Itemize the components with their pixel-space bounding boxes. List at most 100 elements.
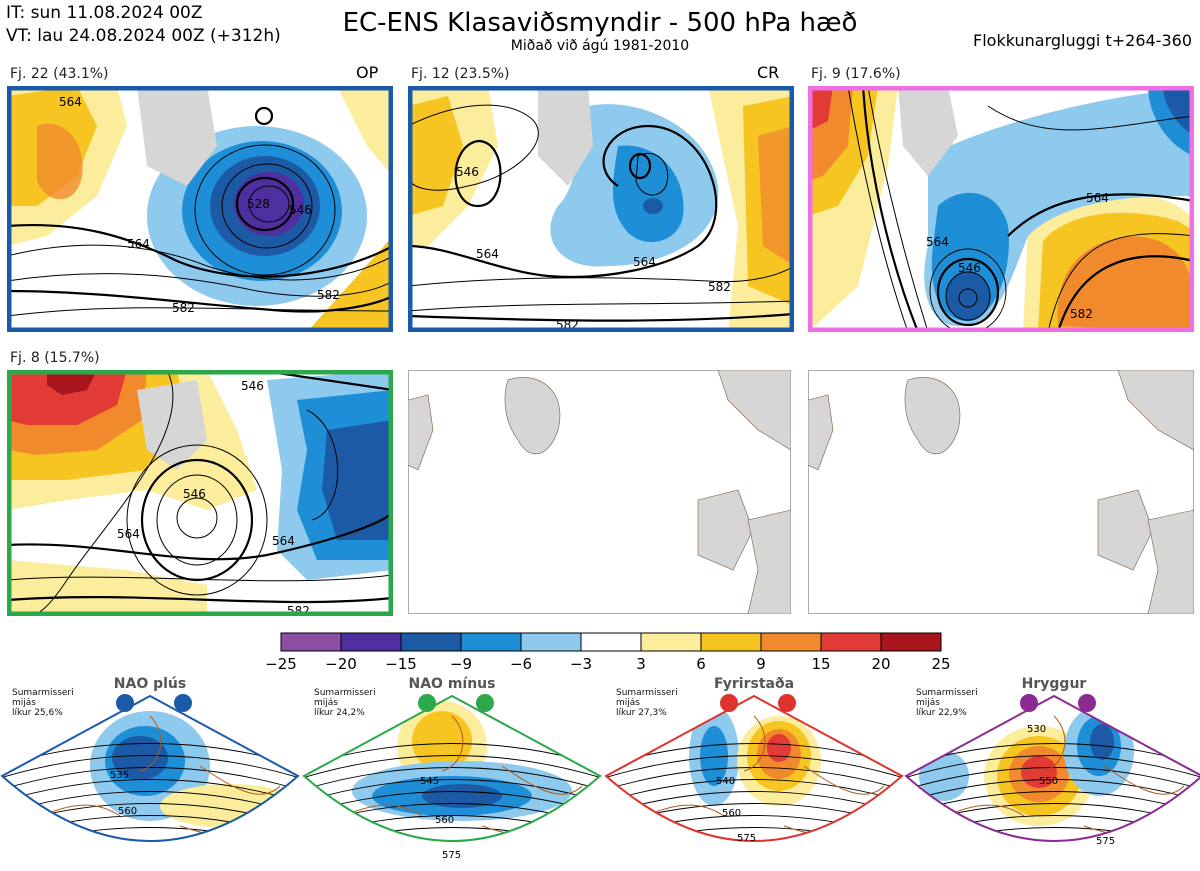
colorbar-swatch [580, 632, 642, 652]
anomaly-patch [767, 734, 791, 762]
colorbar-swatch [880, 632, 942, 652]
regime-info-line: mijás [616, 698, 640, 708]
panel-3-contour-label: 546 [958, 261, 981, 275]
colorbar-tick-label: −20 [325, 655, 357, 673]
regime-marker-dot [1020, 694, 1038, 712]
panel-4-contour-label: 546 [183, 487, 206, 501]
regime-marker-dot [720, 694, 738, 712]
colorbar-swatch [520, 632, 582, 652]
anomaly-patch [112, 736, 168, 780]
regime-contour-label: 560 [435, 815, 454, 826]
regime-info-line: líkur 25,6% [12, 708, 63, 718]
panel-3-border [808, 86, 1194, 332]
coastline [321, 715, 583, 838]
regime-fan-outline [0, 694, 300, 842]
panel-4-contour-label: 564 [272, 534, 295, 548]
colorbar-swatch [640, 632, 702, 652]
panel-3-contour-label: 582 [1070, 307, 1093, 321]
regime-fan-map: 535 560 [0, 694, 300, 842]
regime-info: Sumarmisseri mijás líkur 27,3% [616, 688, 678, 718]
regime-info-line: Sumarmisseri [916, 688, 978, 698]
regime-contour-label: 540 [716, 776, 735, 787]
height-contour [606, 779, 902, 803]
panel-1-contour-label: 546 [289, 203, 312, 217]
anomaly-patch [919, 751, 969, 801]
regime-marker-dot [1078, 694, 1096, 712]
page-subtitle: Miðað við ágú 1981-2010 [510, 38, 690, 54]
anomaly-patch [1090, 724, 1114, 760]
panel-4-map[interactable]: 546 564 564 546 582 [7, 370, 393, 616]
colorbar-swatch [340, 632, 402, 652]
regime-info-line: Sumarmisseri [12, 688, 74, 698]
height-contour [304, 755, 600, 779]
height-contour [2, 755, 298, 779]
coastline [623, 715, 885, 838]
regime-fan-outline [904, 694, 1200, 842]
regime-fan-map: 530 550 575 [904, 694, 1200, 847]
anomaly-patch [422, 784, 502, 808]
panel-4-contour-label: 564 [117, 527, 140, 541]
regime-title: Hryggur [1021, 676, 1087, 692]
colorbar-tick-label: 6 [696, 655, 706, 673]
colorbar-swatch [760, 632, 822, 652]
regime-marker-dot [174, 694, 192, 712]
regime-fan-map: 545 560 575 [302, 694, 602, 861]
initial-time: IT: sun 11.08.2024 00Z [6, 3, 203, 23]
panel-1-contour-label: 564 [127, 237, 150, 251]
colorbar-tick-label: 3 [636, 655, 646, 673]
panel-6-empty-map [808, 370, 1194, 614]
panel-2-contour-label: 564 [476, 247, 499, 261]
header-times: IT: sun 11.08.2024 00Z VT: lau 24.08.202… [6, 2, 281, 48]
regime-info: Sumarmisseri mijás líkur 25,6% [12, 688, 74, 718]
regime-marker-dot [476, 694, 494, 712]
panel-4-border [7, 370, 393, 616]
colorbar-swatch [460, 632, 522, 652]
regime-contour-label: 530 [1027, 724, 1046, 735]
regime-info: Sumarmisseri mijás líkur 22,9% [916, 688, 978, 718]
colorbar-tick-label: −3 [569, 655, 593, 673]
height-contour [304, 767, 600, 791]
panel-3-contour-label: 564 [1086, 191, 1109, 205]
valid-time: VT: lau 24.08.2024 00Z (+312h) [6, 26, 281, 46]
regime-info-line: líkur 24,2% [314, 708, 365, 718]
panel-2-map[interactable]: 546 564 564 582 582 [408, 86, 794, 332]
panel-3-contour-label: 564 [926, 235, 949, 249]
colorbar-tick-label: −6 [509, 655, 533, 673]
colorbar-tick-label: −25 [265, 655, 297, 673]
height-contour [304, 779, 600, 803]
colorbar-swatch [700, 632, 762, 652]
height-contour [606, 755, 902, 779]
regime-fan-outline [604, 694, 904, 842]
height-contour [906, 755, 1200, 779]
panel-1-contour-label: 582 [172, 301, 195, 315]
regime-marker-dot [418, 694, 436, 712]
panel-2-contour-label: 564 [633, 255, 656, 269]
regime-contour-label: 550 [1039, 776, 1058, 787]
panel-3-map[interactable]: 564 546 564 582 [808, 86, 1194, 332]
regime-info-line: líkur 27,3% [616, 708, 667, 718]
page-title: EC-ENS Klasaviðsmyndir - 500 hPa hæð [342, 8, 858, 38]
regime-fan-outline [302, 694, 602, 842]
regime-panel: 540 560 575 Fyrirstaða Sumarmisseri mijás líku… [604, 676, 904, 871]
regime-contour-label: 560 [722, 808, 741, 819]
regime-title: NAO mínus [408, 676, 496, 692]
colorbar-tick-label: 20 [871, 655, 891, 673]
regime-info-line: mijás [314, 698, 338, 708]
panel-1-map[interactable]: 564 582 546 528 564 582 [7, 86, 393, 332]
regime-title: NAO plús [113, 676, 187, 692]
regime-contour-label: 535 [110, 770, 129, 781]
coastline [19, 715, 281, 838]
regime-contour-label: 560 [118, 806, 137, 817]
regime-panel: 545 560 575 NAO mínus Sumarmisseri mijás líkur… [302, 676, 602, 871]
panel-1-border [7, 86, 393, 332]
colorbar-swatch [280, 632, 342, 652]
classification-window: Flokkunargluggi t+264-360 [973, 31, 1192, 50]
colorbar-tick-label: 25 [931, 655, 951, 673]
regime-contour-label: 575 [442, 850, 461, 861]
anomaly-patch [700, 726, 728, 786]
height-contour [606, 767, 902, 791]
panel-4-contour-label: 546 [241, 379, 264, 393]
regime-info: Sumarmisseri mijás líkur 24,2% [314, 688, 376, 718]
regime-info-line: Sumarmisseri [616, 688, 678, 698]
regime-contour-label: 545 [420, 776, 439, 787]
